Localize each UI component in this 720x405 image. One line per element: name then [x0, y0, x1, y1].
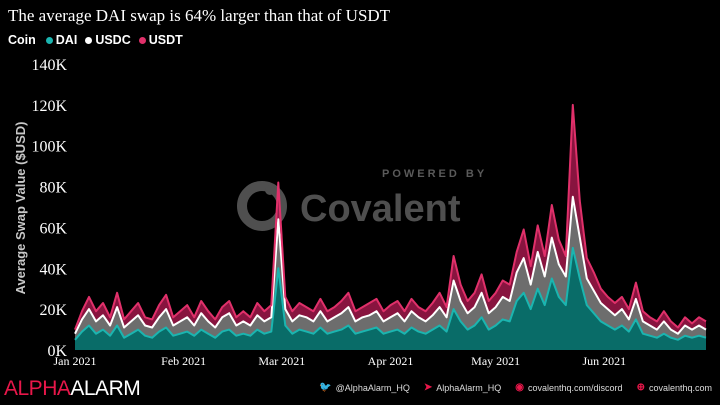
legend-dot-dai: [45, 36, 53, 44]
y-tick-label: 40K: [39, 261, 67, 278]
y-tick-label: 80K: [39, 180, 67, 197]
y-tick-label: 0K: [47, 343, 67, 360]
series-line-dai: [74, 246, 707, 341]
footer: ALPHAALARM 🐦 @AlphaAlarm_HQ ➤ AlphaAlarm…: [0, 371, 720, 405]
covalent-brand-text: Covalent: [300, 188, 461, 230]
footer-link-website[interactable]: ⊕ covalenthq.com: [637, 382, 712, 393]
legend-item-dai[interactable]: DAI: [45, 33, 78, 47]
x-tick-label: Feb 2021: [161, 354, 206, 368]
footer-link-label: covalenthq.com: [648, 382, 712, 393]
discord-icon: ◉: [515, 382, 524, 393]
series-line-usdc: [74, 195, 707, 335]
area-usdc: [75, 196, 706, 340]
covalent-logo-icon: [237, 181, 287, 231]
footer-link-discord[interactable]: ◉ covalenthq.com/discord: [515, 382, 622, 393]
y-tick-label: 140K: [31, 57, 67, 74]
legend-dot-usdc: [85, 36, 93, 44]
legend-item-usdt[interactable]: USDT: [138, 33, 183, 47]
x-tick-label: Apr 2021: [368, 354, 414, 368]
powered-by-text: POWERED BY: [382, 168, 487, 180]
legend-title: Coin: [8, 33, 36, 47]
legend-label-usdc: USDC: [95, 33, 131, 47]
twitter-icon: 🐦: [319, 382, 332, 393]
area-usdt: [75, 104, 706, 334]
y-tick-label: 100K: [31, 139, 67, 156]
brand-part2: ALARM: [70, 377, 141, 400]
legend-item-usdc[interactable]: USDC: [85, 33, 131, 47]
telegram-icon: ➤: [423, 382, 433, 393]
footer-link-label: @AlphaAlarm_HQ: [335, 382, 410, 393]
footer-link-telegram[interactable]: ➤ AlphaAlarm_HQ: [424, 382, 501, 393]
chart-title: The average DAI swap is 64% larger than …: [8, 6, 391, 25]
y-tick-label: 20K: [39, 302, 67, 319]
area-dai: [75, 247, 706, 350]
x-tick-label: Mar 2021: [258, 354, 305, 368]
x-tick-label: Jan 2021: [54, 354, 97, 368]
legend-dot-usdt: [138, 36, 146, 44]
x-tick-label: Jun 2021: [583, 354, 627, 368]
x-tick-label: May 2021: [471, 354, 520, 368]
covalent-logo-dot: [265, 185, 275, 195]
footer-link-label: covalenthq.com/discord: [528, 382, 623, 393]
y-tick-label: 60K: [39, 220, 67, 237]
y-tick-label: 120K: [31, 98, 67, 115]
series-line-usdt: [74, 103, 707, 330]
footer-link-twitter[interactable]: 🐦 @AlphaAlarm_HQ: [319, 382, 410, 393]
legend-label-usdt: USDT: [148, 33, 183, 47]
globe-icon: ⊕: [636, 382, 645, 393]
chart-area: POWERED BY Covalent 0K 20K 40K 60K 80K 100K 12…: [13, 57, 707, 368]
y-axis-label: Average Swap Value ($USD): [13, 122, 28, 295]
footer-link-label: AlphaAlarm_HQ: [436, 382, 502, 393]
legend-label-dai: DAI: [55, 33, 78, 47]
brand-part1: ALPHA: [4, 377, 71, 400]
alpha-alarm-logo: ALPHAALARM: [4, 377, 141, 401]
covalent-watermark: POWERED BY Covalent: [237, 168, 487, 231]
legend: Coin DAI USDC USDT: [8, 33, 185, 47]
footer-links: 🐦 @AlphaAlarm_HQ ➤ AlphaAlarm_HQ ◉ coval…: [319, 382, 712, 393]
